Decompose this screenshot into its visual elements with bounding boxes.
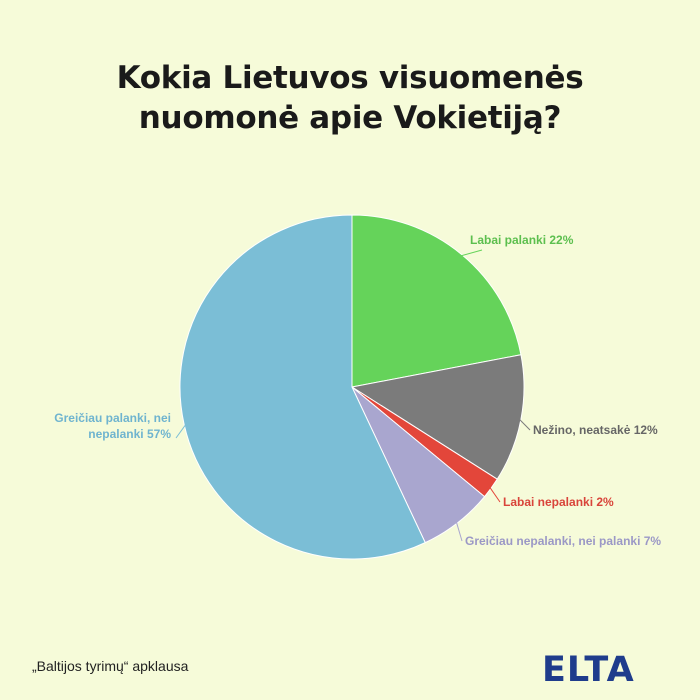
- slice-label-5-line-1: Greičiau palanki, nei: [54, 411, 171, 425]
- slice-label-2: Nežino, neatsakė 12%: [533, 423, 658, 437]
- leader-line-1: [460, 249, 483, 257]
- title-line-1: Kokia Lietuvos visuomenės: [116, 60, 584, 96]
- slice-label-5: Greičiau palanki, nei nepalanki 57%: [54, 411, 171, 441]
- source-note: „Baltijos tyrimų“ apklausa: [32, 658, 189, 674]
- chart-title: Kokia Lietuvos visuomenės nuomonė apie V…: [0, 58, 700, 138]
- slice-label-4: Greičiau nepalanki, nei palanki 7%: [465, 534, 661, 548]
- title-line-2: nuomonė apie Vokietiją?: [138, 100, 562, 136]
- leader-line-4: [455, 521, 463, 542]
- pie-slice-5: [179, 214, 426, 560]
- elta-logo: ELTA: [542, 650, 635, 690]
- pie-slice-1: [351, 214, 522, 388]
- leader-line-3: [489, 486, 501, 503]
- slice-label-3: Labai nepalanki 2%: [503, 495, 614, 509]
- slice-label-5-line-2: nepalanki 57%: [88, 427, 171, 441]
- pie-slice-2: [350, 354, 525, 480]
- leader-line-5: [175, 423, 187, 439]
- leader-line-2: [518, 418, 531, 431]
- slice-label-1: Labai palanki 22%: [470, 233, 574, 247]
